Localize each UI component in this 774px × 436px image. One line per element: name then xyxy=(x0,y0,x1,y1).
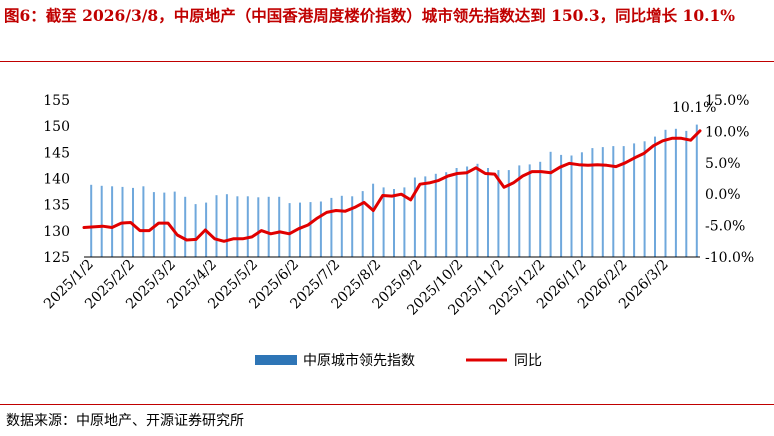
legend-bar-swatch xyxy=(255,355,297,365)
index-bar xyxy=(361,191,364,257)
index-bar xyxy=(434,173,437,257)
index-bar xyxy=(299,202,301,257)
index-bar xyxy=(654,136,656,257)
x-axis-ticks: 2025/1/22025/2/22025/3/22025/4/22025/5/2… xyxy=(41,257,672,319)
index-bar xyxy=(695,124,698,257)
latest-yoy-annotation: 10.1% xyxy=(672,100,716,116)
index-bar xyxy=(570,155,573,257)
right-tick-label: 5.0% xyxy=(705,156,741,172)
right-tick-label: 15.0% xyxy=(705,93,749,109)
index-bar xyxy=(184,196,187,257)
right-tick-label: -5.0% xyxy=(705,219,745,235)
index-bar xyxy=(111,186,114,257)
index-bar xyxy=(466,166,469,257)
index-bar xyxy=(236,196,239,257)
left-tick-label: 150 xyxy=(43,119,70,135)
figure-title: 图6：截至 2026/3/8，中原地产（中国香港周度楼价指数）城市领先指数达到 … xyxy=(4,6,736,25)
index-bar xyxy=(194,204,197,257)
index-bar xyxy=(132,187,134,257)
left-tick-label: 130 xyxy=(43,224,70,240)
index-bar xyxy=(633,143,636,257)
index-bar xyxy=(528,164,531,257)
index-bar xyxy=(278,196,281,257)
index-bar xyxy=(152,192,155,257)
index-bar xyxy=(413,177,416,257)
index-bar xyxy=(330,197,333,257)
left-tick-label: 145 xyxy=(43,145,70,161)
index-bar xyxy=(173,191,176,257)
index-bar xyxy=(100,185,103,257)
index-bar xyxy=(215,195,218,257)
index-bar xyxy=(445,172,448,257)
index-bar xyxy=(246,196,249,257)
index-bar xyxy=(549,151,552,257)
index-bars xyxy=(90,124,698,257)
title-divider xyxy=(0,61,774,62)
index-bar xyxy=(622,146,625,257)
index-bar xyxy=(372,183,375,257)
index-bar xyxy=(351,196,354,257)
left-tick-label: 125 xyxy=(43,250,70,266)
index-bar xyxy=(591,148,594,257)
index-bar xyxy=(267,196,270,257)
legend-bar-label: 中原城市领先指数 xyxy=(303,352,415,369)
index-bar xyxy=(288,203,291,257)
legend-line-label: 同比 xyxy=(514,353,542,369)
index-bar xyxy=(685,130,688,257)
index-bar xyxy=(393,189,395,257)
left-tick-label: 155 xyxy=(43,93,70,109)
index-bar xyxy=(601,147,604,257)
left-axis-ticks: 125 130 135 140 145 150 155 xyxy=(43,93,70,266)
right-axis-ticks: -10.0% -5.0% 0.0% 5.0% 10.0% 15.0% xyxy=(705,93,754,266)
index-bar xyxy=(309,202,312,257)
index-bar xyxy=(643,141,646,257)
index-bar xyxy=(403,187,406,257)
index-bar xyxy=(518,165,521,257)
index-bar xyxy=(319,201,322,257)
index-bar xyxy=(507,170,510,257)
right-tick-label: 10.0% xyxy=(705,124,749,140)
left-tick-label: 135 xyxy=(43,198,70,214)
index-bar xyxy=(487,168,489,257)
index-bar xyxy=(612,146,615,257)
index-bar xyxy=(225,194,228,257)
right-tick-label: -10.0% xyxy=(705,250,754,266)
index-bar xyxy=(424,176,427,257)
index-bar xyxy=(664,129,667,257)
legend: 中原城市领先指数 同比 xyxy=(255,352,542,369)
index-bar xyxy=(163,192,166,257)
chart: 2025/1/22025/2/22025/3/22025/4/22025/5/2… xyxy=(41,93,754,369)
index-bar xyxy=(257,197,260,257)
source-note: 数据来源：中原地产、开源证券研究所 xyxy=(6,413,244,429)
index-bar xyxy=(476,163,479,257)
index-bar xyxy=(340,195,343,257)
index-bar xyxy=(674,128,677,257)
right-tick-label: 0.0% xyxy=(705,187,741,203)
index-bar xyxy=(539,161,542,257)
index-bar xyxy=(560,154,563,257)
index-bar xyxy=(497,170,500,257)
index-bar xyxy=(142,186,145,257)
index-bar xyxy=(382,187,385,257)
index-bar xyxy=(455,168,458,257)
yoy-line xyxy=(82,129,702,243)
index-bar xyxy=(90,184,93,257)
index-bar xyxy=(580,152,583,257)
left-tick-label: 140 xyxy=(43,172,70,188)
source-divider xyxy=(0,404,774,405)
